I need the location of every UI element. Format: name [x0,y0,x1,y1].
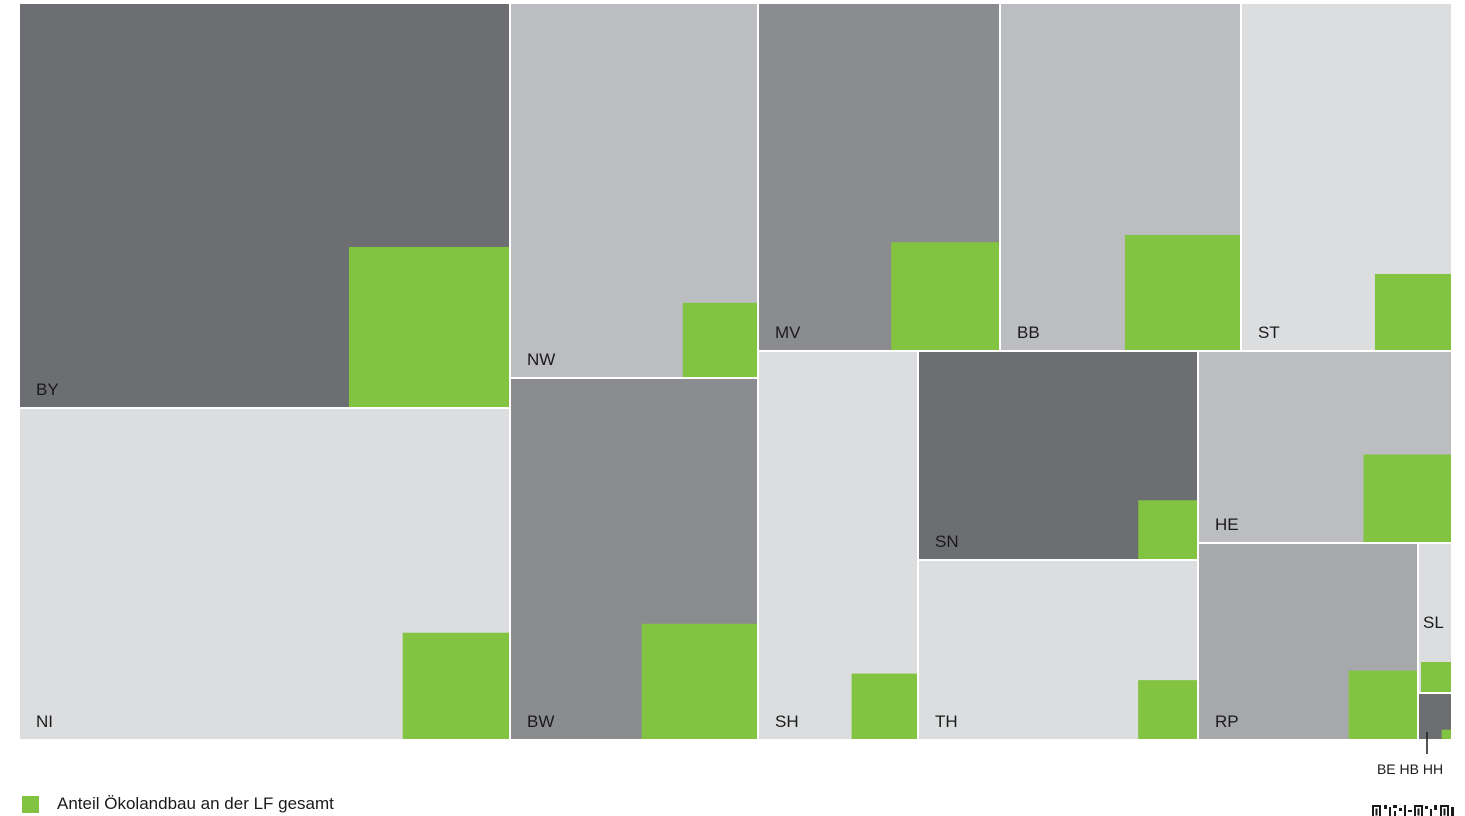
tile-sh: SH [759,352,917,739]
tile-label-mv: MV [775,323,801,342]
legend-label: Anteil Ökolandbau an der LF gesamt [57,794,334,813]
tile-label-th: TH [935,712,958,731]
eco-share-mv [891,242,999,350]
tile-mv: MV [759,4,999,350]
eco-share-th [1138,680,1197,739]
tile-bw: BW [511,379,757,739]
tile-label-rp: RP [1215,712,1239,731]
tile-label-nw: NW [527,350,555,369]
eco-share-bw [641,623,757,739]
tile-nw: NW [511,4,757,377]
tile-sn: SN [919,352,1197,559]
tile-st: ST [1242,4,1451,350]
tile-label-st: ST [1258,323,1280,342]
tile-label-sl: SL [1423,613,1444,632]
tile-label-sn: SN [935,532,959,551]
tile-label-sh: SH [775,712,799,731]
tile-bb: BB [1001,4,1240,350]
tile-he: HE [1199,352,1451,542]
qr-code-icon [1372,805,1456,816]
annotation-label: BE HB HH [1377,761,1443,777]
eco-share-ni [402,632,509,739]
treemap-chart: BY NI NW BW MV BB ST SH SN TH HE RP SL BE HB HH [20,4,1451,777]
eco-share-bb [1124,234,1240,350]
tile-sl: SL [1419,544,1451,692]
eco-share-sl [1421,662,1451,692]
tile-label-he: HE [1215,515,1239,534]
tile-label-bb: BB [1017,323,1040,342]
eco-share-rp [1348,670,1417,739]
eco-share-behbhh [1441,729,1451,739]
tile-by: BY [20,4,509,407]
tile-label-bw: BW [527,712,554,731]
eco-share-he [1363,454,1451,542]
eco-share-st [1374,273,1451,350]
legend: Anteil Ökolandbau an der LF gesamt [22,794,334,814]
eco-share-sn [1138,500,1197,559]
tile-behbhh [1419,694,1451,739]
tile-rp: RP [1199,544,1417,739]
eco-share-sh [851,673,917,739]
eco-share-by [348,246,509,407]
tile-label-by: BY [36,380,59,399]
small-states-annotation: BE HB HH [1377,732,1443,777]
tile-th: TH [919,561,1197,739]
tile-label-ni: NI [36,712,53,731]
tile-ni: NI [20,409,509,739]
legend-swatch-eco [22,795,39,813]
eco-share-nw [682,302,757,377]
